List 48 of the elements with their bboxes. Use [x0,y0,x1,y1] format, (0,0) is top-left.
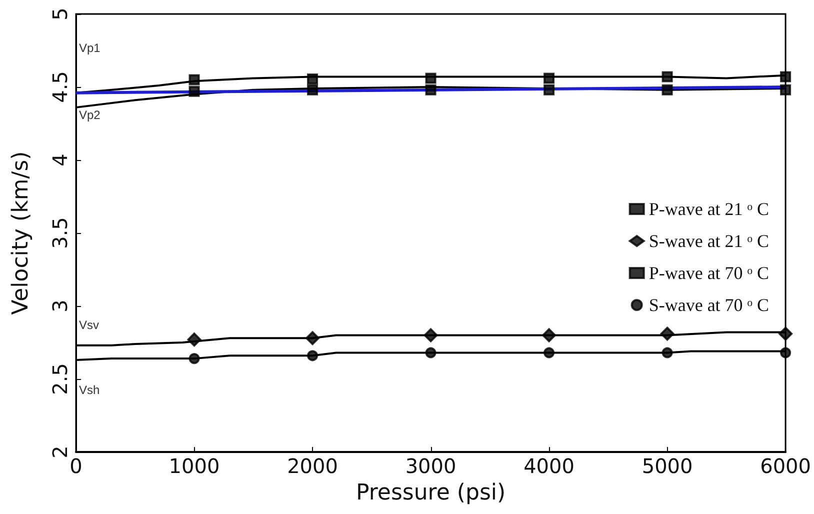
point [188,74,200,86]
point [425,84,436,96]
point [780,84,792,96]
y-tick-label: 3 [48,300,72,312]
point [425,72,436,84]
point [780,71,792,82]
y-tick-label: 4.5 [48,71,72,103]
point [187,332,202,347]
point [544,347,555,358]
point [188,353,200,364]
annotation: Vsv [79,318,100,332]
annotation: Vp2 [79,108,101,122]
x-axis-title: Pressure (psi) [356,480,506,506]
x-tick-label: 0 [70,454,82,478]
point [307,84,318,96]
annotation: Vsh [79,383,100,397]
x-tick-label: 5000 [642,454,693,478]
annotation: Vp1 [79,41,101,55]
legend-label: S-wave at 70 ᵒ C [648,295,770,315]
point [780,347,792,358]
x-tick-label: 4000 [524,454,574,478]
point [188,86,200,97]
x-tick-label: 3000 [405,454,456,478]
x-tick-label: 2000 [287,454,338,478]
point [662,84,673,96]
point [306,331,320,346]
point [662,71,673,82]
point [424,328,438,342]
y-tick-label: 2.5 [48,363,72,395]
y-axis-title: Velocity (km/s) [8,151,34,315]
point [307,350,318,362]
y-tick-label: 3.5 [48,217,72,249]
point [662,347,673,358]
point [544,72,555,84]
y-tick-label: 4 [48,154,72,166]
point [425,347,436,358]
point [544,84,555,96]
point [542,328,556,342]
point [660,326,674,341]
x-tick-label: 6000 [760,454,812,478]
legend-label: P-wave at 21 ᵒ C [648,199,770,219]
y-tick-label: 5 [48,8,72,20]
point [307,73,318,84]
x-tick-label: 1000 [168,454,220,478]
legend-label: P-wave at 70 ᵒ C [648,263,770,283]
y-tick-label: 2 [48,446,72,458]
point [778,326,793,341]
legend-label: S-wave at 21 ᵒ C [648,231,770,251]
